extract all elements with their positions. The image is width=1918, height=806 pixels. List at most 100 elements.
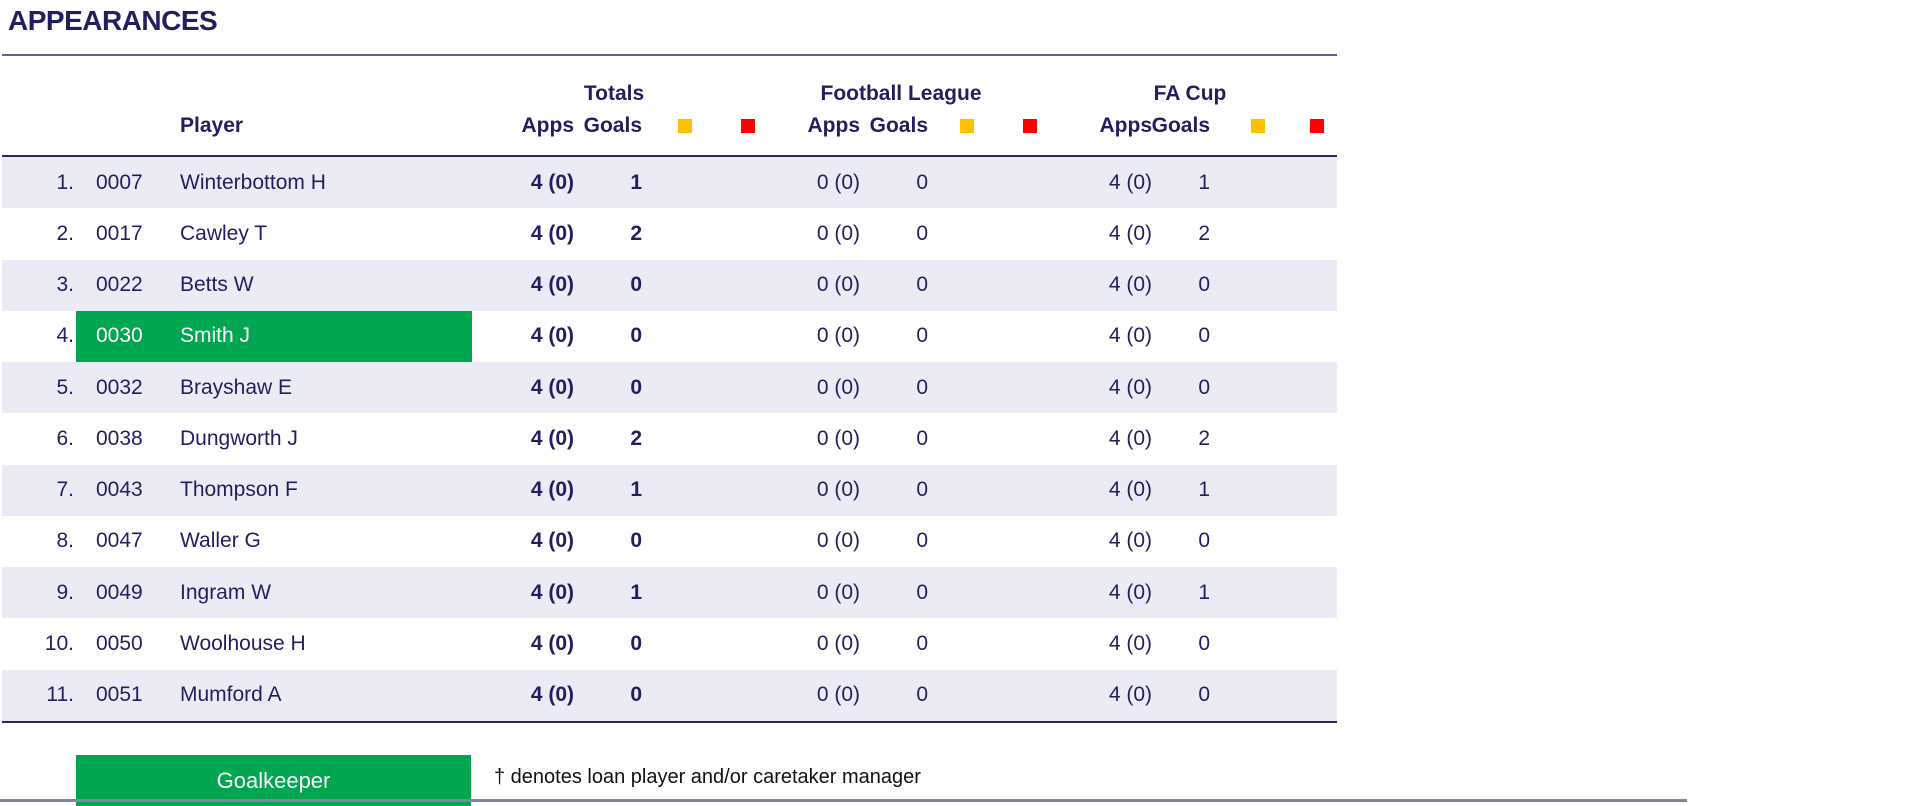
totals-red-cards: [718, 362, 778, 413]
yellow-card-icon: [960, 119, 974, 133]
fa-cup-goals: 2: [1198, 221, 1210, 245]
yellow-card-icon: [678, 119, 692, 133]
fa-cup-goals: 2: [1198, 426, 1210, 450]
fa-cup-goals: 0: [1198, 529, 1210, 553]
fa-cup-yellow-cards: [1220, 618, 1296, 669]
fa-cup-red-cards: [1296, 311, 1337, 362]
totals-yellow-cards: [652, 208, 718, 259]
football-league-goals: 0: [916, 273, 928, 297]
player-name: Cawley T: [180, 221, 268, 245]
football-league-yellow-cards: [938, 413, 996, 464]
football-league-apps: 0 (0): [816, 580, 860, 604]
goalkeeper-legend-swatch: Goalkeeper: [76, 755, 471, 806]
bottom-border-line: [0, 799, 1687, 802]
column-group-row: Totals Football League FA Cup: [2, 82, 1337, 106]
football-league-goals: 0: [916, 632, 928, 656]
fa-cup-apps: 4 (0): [1108, 170, 1152, 194]
row-number: 6.: [56, 426, 74, 450]
fa-cup-red-cards: [1296, 362, 1337, 413]
table-row: 1. 0007 Winterbottom H 4 (0) 1 0 (0) 0 4…: [2, 157, 1337, 209]
player-name: Mumford A: [180, 683, 282, 707]
totals-goals: 1: [630, 170, 642, 194]
fa-cup-goals: 0: [1198, 273, 1210, 297]
header-player: Player: [180, 114, 244, 137]
totals-goals: 0: [630, 683, 642, 707]
fa-cup-red-cards: [1296, 516, 1337, 567]
table-row: 6. 0038 Dungworth J 4 (0) 2 0 (0) 0 4 (0…: [2, 413, 1337, 464]
football-league-red-cards: [996, 413, 1064, 464]
row-number: 8.: [56, 529, 74, 553]
fa-cup-goals: 0: [1198, 632, 1210, 656]
fa-cup-goals: 1: [1198, 580, 1210, 604]
football-league-red-cards: [996, 260, 1064, 311]
football-league-yellow-cards: [938, 157, 996, 208]
red-card-icon: [1023, 119, 1037, 133]
fa-cup-goals: 0: [1198, 375, 1210, 399]
header-fl-yellow: [938, 119, 996, 133]
totals-red-cards: [718, 260, 778, 311]
fa-cup-red-cards: [1296, 618, 1337, 669]
fa-cup-yellow-cards: [1220, 567, 1296, 618]
player-id: 0022: [96, 273, 143, 297]
fa-cup-goals: 0: [1198, 324, 1210, 348]
football-league-goals: 0: [916, 580, 928, 604]
table-body: 1. 0007 Winterbottom H 4 (0) 1 0 (0) 0 4…: [2, 155, 1337, 723]
table-row: 11. 0051 Mumford A 4 (0) 0 0 (0) 0 4 (0)…: [2, 669, 1337, 721]
totals-yellow-cards: [652, 157, 718, 208]
page-title: APPEARANCES: [8, 5, 218, 36]
totals-yellow-cards: [652, 311, 718, 362]
group-header-fa-cup: FA Cup: [1153, 82, 1227, 105]
totals-apps: 4 (0): [530, 478, 574, 502]
football-league-apps: 0 (0): [816, 375, 860, 399]
header-fl-goals: Goals: [869, 114, 928, 137]
totals-red-cards: [718, 208, 778, 259]
fa-cup-red-cards: [1296, 670, 1337, 721]
football-league-red-cards: [996, 208, 1064, 259]
row-number: 5.: [56, 375, 74, 399]
football-league-apps: 0 (0): [816, 529, 860, 553]
totals-goals: 1: [630, 580, 642, 604]
group-header-football-league: Football League: [820, 82, 982, 105]
fa-cup-goals: 1: [1198, 170, 1210, 194]
totals-red-cards: [718, 516, 778, 567]
player-id: 0007: [96, 170, 143, 194]
fa-cup-apps: 4 (0): [1108, 273, 1152, 297]
totals-apps: 4 (0): [530, 324, 574, 348]
title-divider: [2, 54, 1337, 56]
football-league-yellow-cards: [938, 260, 996, 311]
row-number: 4.: [56, 324, 74, 348]
totals-red-cards: [718, 311, 778, 362]
player-id: 0032: [96, 375, 143, 399]
fa-cup-yellow-cards: [1220, 311, 1296, 362]
fa-cup-yellow-cards: [1220, 465, 1296, 516]
fa-cup-apps: 4 (0): [1108, 632, 1152, 656]
table-row: 3. 0022 Betts W 4 (0) 0 0 (0) 0 4 (0) 0: [2, 259, 1337, 311]
fa-cup-apps: 4 (0): [1108, 683, 1152, 707]
totals-goals: 0: [630, 632, 642, 656]
fa-cup-red-cards: [1296, 413, 1337, 464]
fa-cup-goals: 1: [1198, 478, 1210, 502]
totals-apps: 4 (0): [530, 221, 574, 245]
football-league-red-cards: [996, 157, 1064, 208]
header-fa-apps: Apps: [1099, 114, 1153, 137]
fa-cup-yellow-cards: [1220, 362, 1296, 413]
fa-cup-red-cards: [1296, 260, 1337, 311]
red-card-icon: [1309, 119, 1324, 133]
fa-cup-apps: 4 (0): [1108, 221, 1152, 245]
totals-apps: 4 (0): [530, 375, 574, 399]
football-league-yellow-cards: [938, 618, 996, 669]
totals-red-cards: [718, 465, 778, 516]
football-league-yellow-cards: [938, 567, 996, 618]
fa-cup-yellow-cards: [1220, 516, 1296, 567]
row-number: 3.: [56, 273, 74, 297]
header-totals-red: [718, 119, 778, 133]
totals-yellow-cards: [652, 260, 718, 311]
totals-yellow-cards: [652, 618, 718, 669]
player-id: 0038: [96, 426, 143, 450]
football-league-goals: 0: [916, 375, 928, 399]
football-league-goals: 0: [916, 529, 928, 553]
player-name: Thompson F: [180, 478, 298, 502]
totals-red-cards: [718, 618, 778, 669]
totals-goals: 0: [630, 529, 642, 553]
fa-cup-apps: 4 (0): [1108, 478, 1152, 502]
